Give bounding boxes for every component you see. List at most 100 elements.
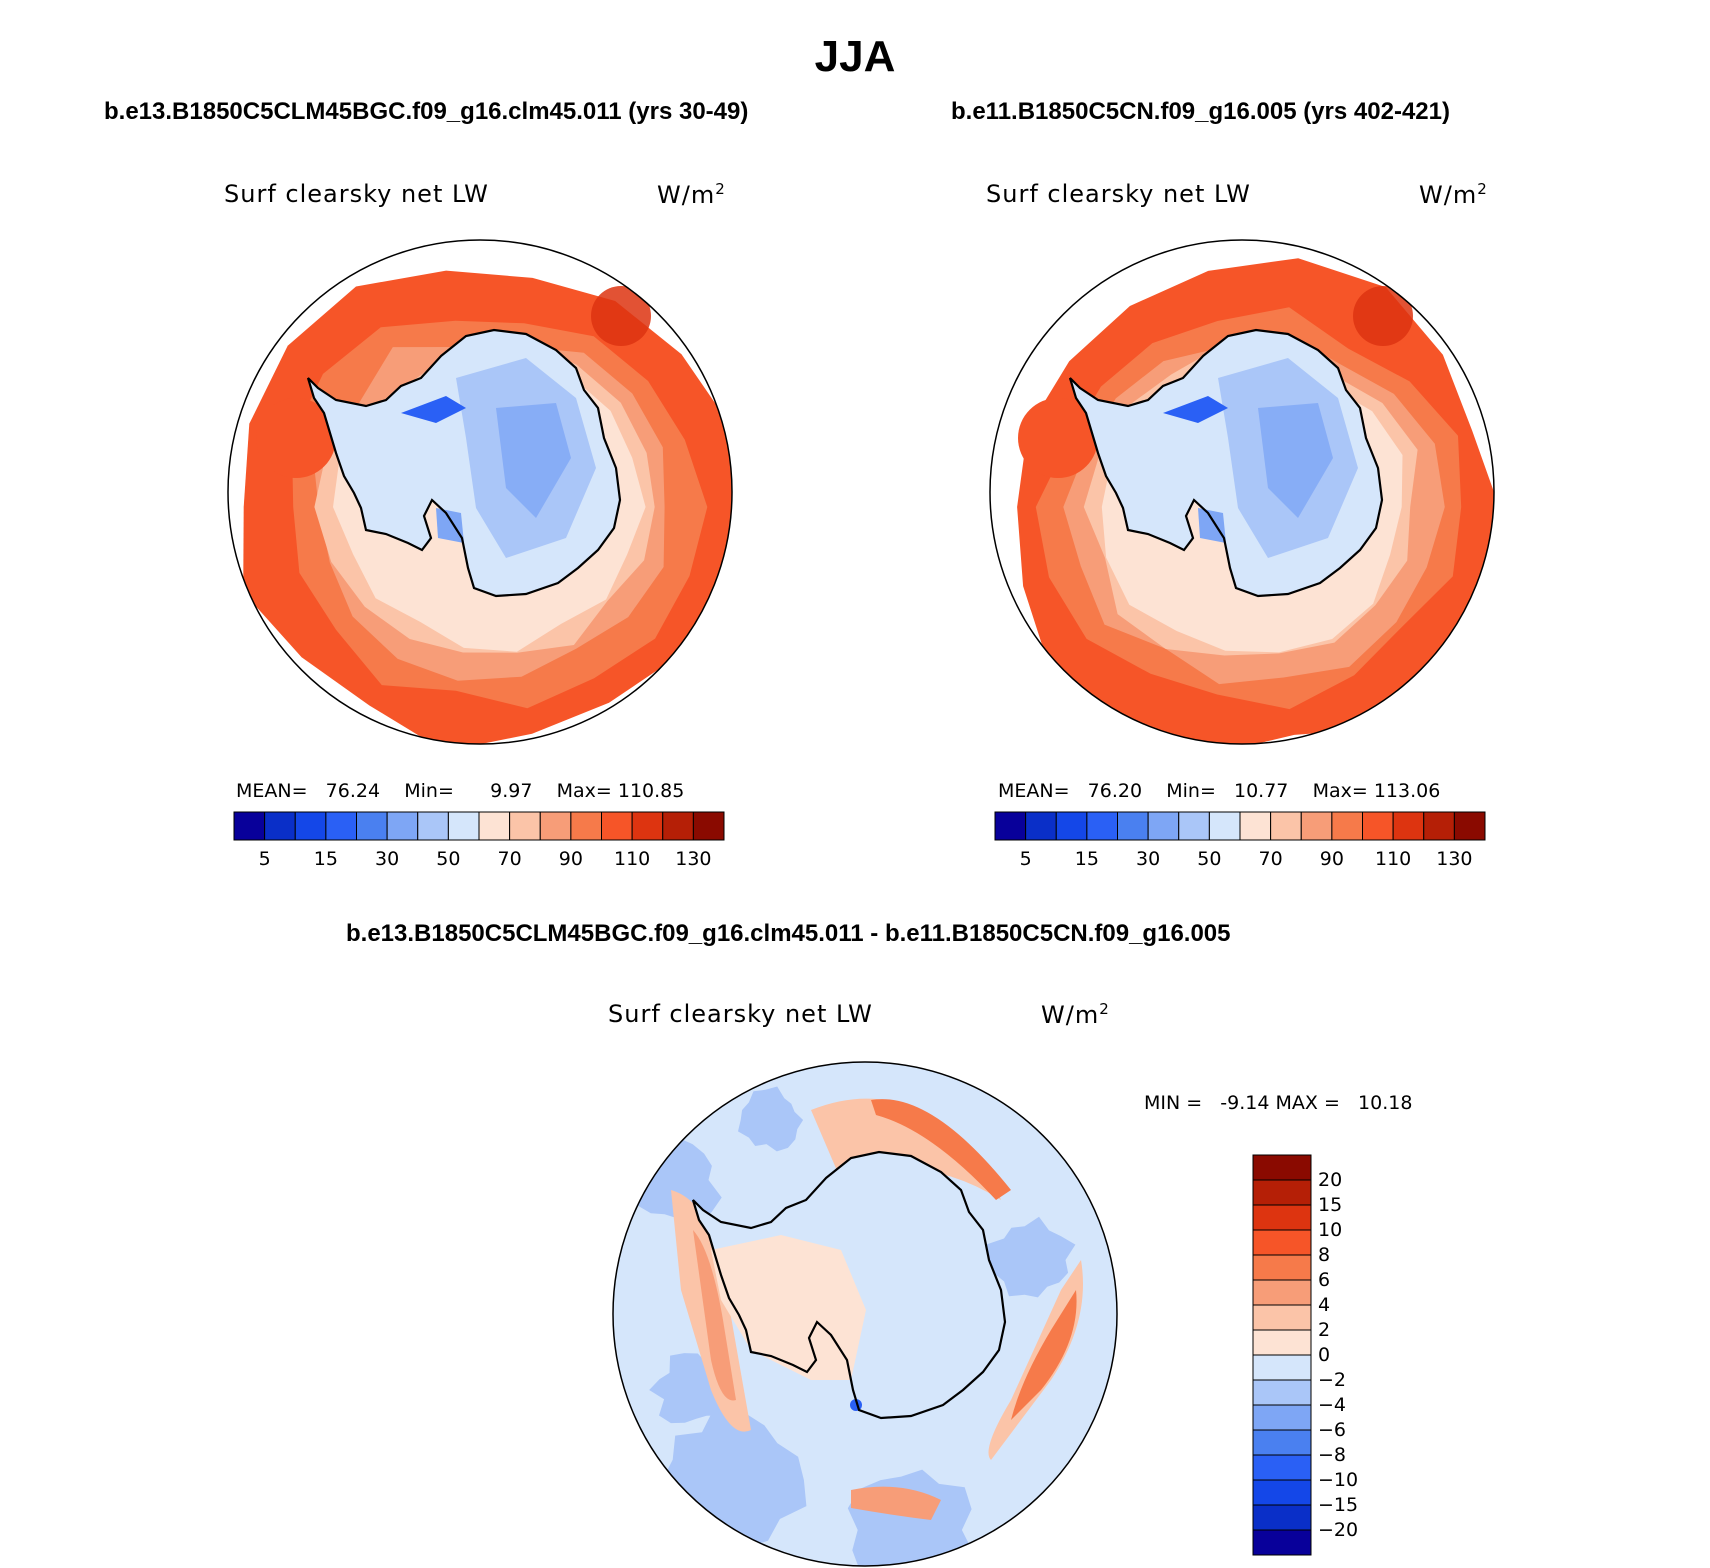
colorbar-swatch [1252,1379,1312,1406]
panel-1-colorbar [233,811,725,841]
colorbar-swatch [1392,811,1425,841]
negative-anomaly [986,1216,1076,1298]
positive-anomaly [811,1098,1001,1200]
colorbar-swatch [1239,811,1272,841]
map-field [1017,258,1494,744]
colorbar-swatch [631,811,664,841]
panel-2-variable: Surf clearsky net LW [986,180,1251,208]
colorbar-tick-label: 110 [613,848,651,870]
panel-1-case-title: b.e13.B1850C5CLM45BGC.f09_g16.clm45.011 … [104,98,749,125]
coastline [691,1150,1007,1420]
colorbar-tick-label: 50 [1197,848,1222,870]
coastline [1068,328,1384,598]
colorbar-tick-label: −20 [1318,1519,1359,1541]
colorbar-swatch [539,811,572,841]
colorbar-swatch [1362,811,1394,841]
panel-2-stats: MEAN= 76.20 Min= 10.77 Max= 113.06 [998,780,1441,802]
panel-1-map [227,239,733,745]
ocean-max-spot [1353,286,1413,346]
ocean-warm-spot [1018,398,1098,478]
panel-1-colorbar-ticks: 5 15 30 50 70 90 110 130 [234,848,724,872]
panel-1-stats: MEAN= 76.24 Min= 9.97 Max= 110.85 [236,780,685,802]
colorbar-tick-label: 130 [1436,848,1473,870]
colorbar-tick-label: 70 [1258,848,1283,870]
colorbar-swatch [1252,1179,1312,1206]
colorbar-swatch [1252,1329,1312,1356]
colorbar-swatch [1252,1229,1312,1256]
panel-3-case-title: b.e13.B1850C5CLM45BGC.f09_g16.clm45.011 … [346,920,1231,947]
negative-anomaly [738,1086,804,1152]
colorbar-swatch [1147,811,1180,841]
colorbar-swatch [1270,811,1302,841]
colorbar-swatch [1252,1479,1312,1506]
colorbar-swatch [692,811,725,841]
ocean-warm-spot [256,398,336,478]
colorbar-tick-label: −2 [1318,1369,1347,1391]
positive-anomaly [851,1486,941,1520]
colorbar-tick-label: −15 [1318,1494,1359,1516]
panel-3-units: W/m2 [1041,1000,1110,1029]
colorbar-tick-label: 90 [1319,848,1344,870]
colorbar-tick-label: 4 [1318,1294,1331,1316]
positive-anomaly-core [1011,1290,1077,1420]
colorbar-tick-label: 6 [1318,1269,1331,1291]
panel-2-map [989,239,1495,745]
colorbar-swatch [1252,1279,1312,1306]
ocean-max-spot [591,286,651,346]
colorbar-swatch [509,811,541,841]
colorbar-tick-label: 70 [497,848,522,870]
continent-cold-core [1258,403,1333,518]
colorbar-swatch [1086,811,1118,841]
colorbar-tick-label: 10 [1318,1219,1343,1241]
panel-3-colorbar-ticks: 20 15 10 8 6 4 2 0 −2 −4 −6 −8 −10 −15 −20 [1318,1155,1398,1555]
colorbar-tick-label: 15 [1318,1194,1343,1216]
colorbar-swatch [356,811,388,841]
map-border [989,239,1495,745]
continent-min-spot [1163,396,1228,423]
continent-min-spot [401,396,466,423]
colorbar-swatch [1453,811,1486,841]
colorbar-tick-label: 130 [675,848,712,870]
colorbar-tick-label: 110 [1374,848,1412,870]
colorbar-swatch [1252,1154,1312,1181]
colorbar-swatch [994,811,1027,841]
positive-anomaly-core [871,1099,1011,1200]
ross-ice-shelf [1198,508,1226,543]
coastline [306,328,622,598]
colorbar-swatch [1252,1404,1312,1431]
colorbar-swatch [233,811,266,841]
colorbar-swatch [1300,811,1333,841]
colorbar-tick-label: 15 [313,848,338,870]
colorbar-tick-label: 5 [1019,848,1032,870]
panel-3-map [612,1061,1118,1567]
colorbar-tick-label: 30 [1136,848,1161,870]
panel-1-units: W/m2 [657,180,726,209]
colorbar-tick-label: 2 [1318,1319,1331,1341]
colorbar-swatch [1252,1354,1312,1381]
colorbar-swatch [325,811,357,841]
panel-3-colorbar [1252,1154,1312,1556]
colorbar-tick-label: 5 [258,848,271,870]
colorbar-swatch [264,811,296,841]
figure-title: JJA [814,32,896,81]
panel-2-case-title: b.e11.B1850C5CN.f09_g16.005 (yrs 402-421… [951,98,1450,125]
colorbar-swatch [1117,811,1149,841]
colorbar-swatch [1252,1304,1312,1331]
colorbar-swatch [601,811,633,841]
colorbar-swatch [1252,1429,1312,1456]
map-field [613,1062,1117,1566]
colorbar-swatch [1252,1504,1312,1531]
panel-3-stats: MIN = -9.14 MAX = 10.18 [1144,1092,1413,1114]
colorbar-swatch [1331,811,1363,841]
continent-cold-core [496,403,571,518]
colorbar-swatch [1178,811,1210,841]
colorbar-swatch [447,811,480,841]
colorbar-tick-label: −10 [1318,1469,1359,1491]
colorbar-tick-label: 30 [375,848,400,870]
colorbar-tick-label: 90 [558,848,583,870]
colorbar-swatch [1252,1204,1312,1231]
colorbar-tick-label: 20 [1318,1169,1343,1191]
colorbar-swatch [478,811,511,841]
colorbar-swatch [1252,1254,1312,1281]
colorbar-tick-label: −8 [1318,1444,1347,1466]
